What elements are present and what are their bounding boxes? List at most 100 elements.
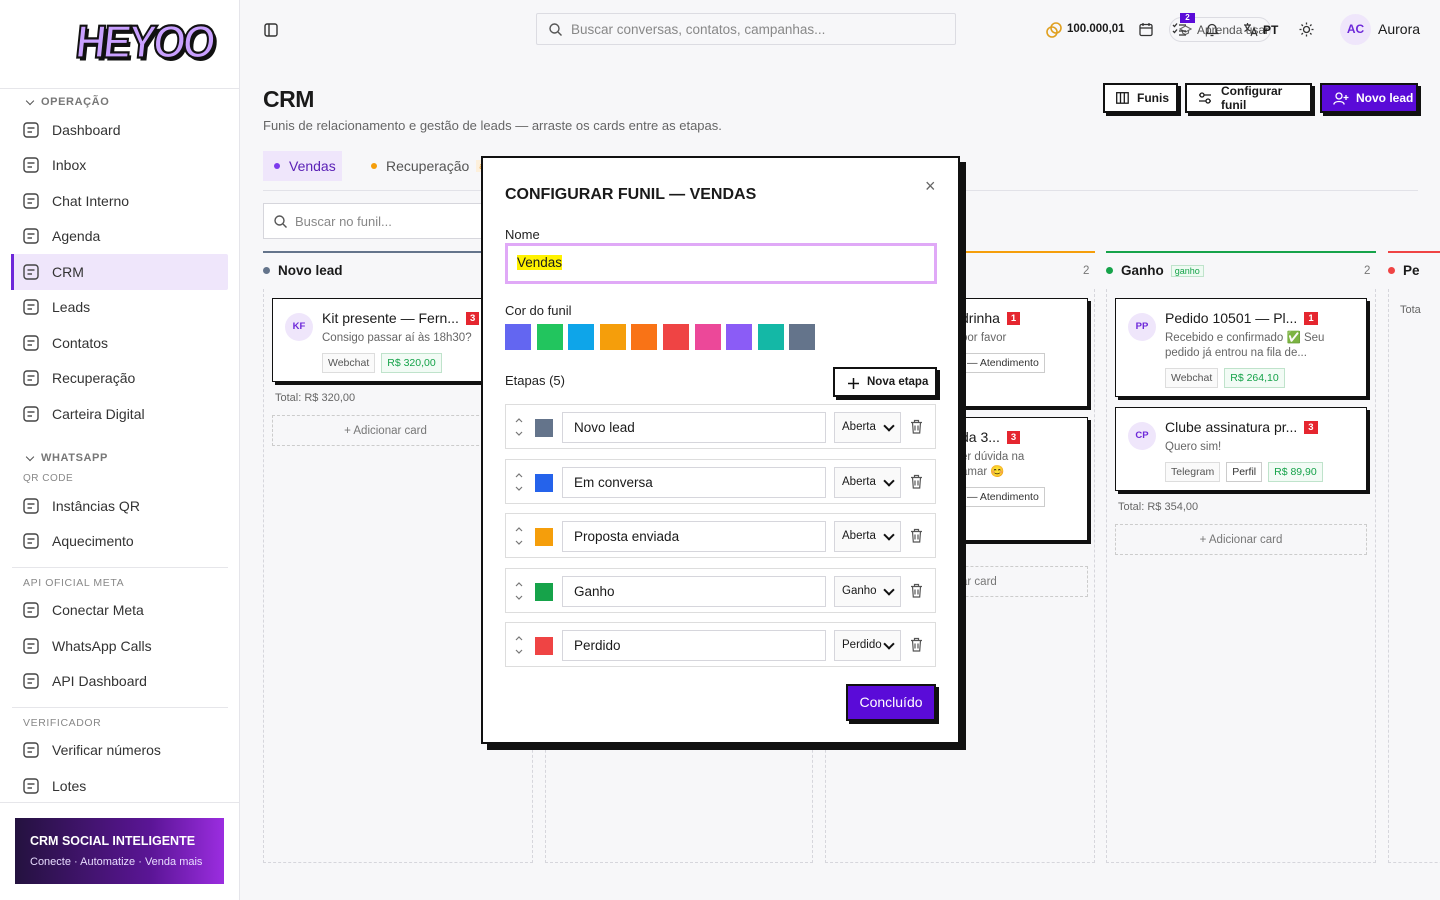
add-stage-button[interactable]: Nova etapa bbox=[833, 367, 937, 397]
reorder-arrows[interactable] bbox=[515, 525, 523, 547]
nav-item[interactable]: Verificar números bbox=[11, 733, 228, 769]
done-button[interactable]: Concluído bbox=[846, 684, 936, 721]
close-button[interactable]: × bbox=[925, 176, 936, 196]
nav-item[interactable]: Aquecimento bbox=[11, 524, 228, 560]
stage-name-input[interactable]: Proposta enviada bbox=[562, 521, 826, 552]
delete-stage[interactable] bbox=[910, 474, 923, 489]
stage-color[interactable] bbox=[535, 637, 553, 655]
nav-item[interactable]: API Dashboard bbox=[11, 664, 228, 700]
name-input[interactable]: Vendas bbox=[505, 243, 937, 284]
delete-stage[interactable] bbox=[910, 583, 923, 598]
lead-card[interactable]: PP Pedido 10501 — Pl... 1 Recebido e confir… bbox=[1115, 298, 1367, 397]
lead-card[interactable]: KF Kit presente — Fern... 3 Consigo passar … bbox=[272, 298, 499, 382]
color-swatch[interactable] bbox=[694, 324, 721, 350]
color-swatch[interactable] bbox=[631, 324, 658, 350]
tasks-icon[interactable] bbox=[1172, 22, 1187, 36]
value-tag: R$ 264,10 bbox=[1224, 368, 1285, 388]
color-swatch[interactable] bbox=[536, 324, 563, 350]
promo-banner[interactable]: CRM SOCIAL INTELIGENTE Conecte · Automat… bbox=[15, 818, 224, 884]
nav-label: CRM bbox=[52, 263, 84, 280]
lead-card[interactable]: CP Clube assinatura pr... 3 Quero sim! Teleg… bbox=[1115, 407, 1367, 491]
nav-item[interactable]: Leads bbox=[11, 290, 228, 326]
lead-title: Kit presente — Fern... bbox=[322, 310, 459, 326]
stage-color[interactable] bbox=[535, 473, 553, 492]
stage-status-select[interactable]: Perdido bbox=[834, 630, 901, 661]
delete-stage[interactable] bbox=[910, 637, 923, 652]
section-title: VERIFICADOR bbox=[23, 716, 102, 729]
nav-item[interactable]: Lotes bbox=[11, 768, 228, 804]
funnels-button[interactable]: Funis bbox=[1103, 83, 1178, 113]
promo-text: Conecte · Automatize · Venda mais bbox=[30, 856, 203, 868]
nav-item[interactable]: CRM bbox=[11, 254, 228, 290]
funnel-search[interactable]: Buscar no funil... bbox=[263, 203, 503, 239]
configure-funnel-button[interactable]: Configurar funil bbox=[1185, 83, 1312, 113]
unread-badge: 3 bbox=[1006, 430, 1021, 444]
section-title[interactable]: OPERAÇÃO bbox=[0, 92, 240, 112]
delete-stage[interactable] bbox=[910, 419, 923, 434]
nav-label: WhatsApp Calls bbox=[52, 637, 152, 654]
delete-stage[interactable] bbox=[910, 528, 923, 543]
nav-item[interactable]: Recuperação bbox=[11, 361, 228, 397]
color-swatch[interactable] bbox=[505, 324, 531, 350]
color-swatch[interactable] bbox=[789, 324, 816, 350]
user-name[interactable]: Aurora bbox=[1378, 21, 1421, 37]
nav-icon bbox=[23, 533, 39, 549]
stage-status-select[interactable]: Ganho bbox=[834, 575, 901, 607]
color-swatch[interactable] bbox=[662, 324, 689, 350]
balance[interactable]: 100.000,01 bbox=[1067, 23, 1125, 35]
stage-name-input[interactable]: Perdido bbox=[562, 630, 826, 661]
stage-name-input[interactable]: Em conversa bbox=[562, 466, 826, 498]
nav-label: Dashboard bbox=[52, 121, 121, 138]
reorder-arrows[interactable] bbox=[515, 416, 523, 438]
nav: OPERAÇÃO Dashboard Inbox Chat Interno Agenda… bbox=[0, 92, 240, 804]
reorder-arrows[interactable] bbox=[515, 580, 523, 602]
column-count: 2 bbox=[1364, 265, 1371, 277]
lead-avatar: PP bbox=[1128, 313, 1156, 341]
theme-icon[interactable] bbox=[1299, 22, 1314, 37]
lead-message: Quero sim! bbox=[1165, 441, 1222, 453]
funnel-tab[interactable]: Vendas bbox=[263, 151, 342, 181]
nav-item[interactable]: Instâncias QR bbox=[11, 488, 228, 524]
nav-item[interactable]: Carteira Digital bbox=[11, 396, 228, 432]
main: Buscar conversas, contatos, campanhas...… bbox=[240, 0, 1440, 900]
nav-icon bbox=[23, 673, 39, 689]
stage-status-select[interactable]: Aberta bbox=[834, 466, 901, 498]
page-title: CRM bbox=[263, 86, 314, 112]
add-card-button[interactable]: + Adicionar card bbox=[272, 415, 499, 446]
language[interactable]: PT bbox=[1263, 23, 1279, 37]
new-lead-button[interactable]: Novo lead bbox=[1320, 83, 1418, 113]
column-header: Ganho ganho bbox=[1106, 263, 1204, 278]
add-card-button[interactable]: + Adicionar card bbox=[1115, 524, 1367, 555]
global-search[interactable]: Buscar conversas, contatos, campanhas... bbox=[536, 13, 956, 45]
nav-item[interactable]: Dashboard bbox=[11, 112, 228, 148]
reorder-arrows[interactable] bbox=[515, 471, 523, 493]
color-swatch[interactable] bbox=[757, 324, 784, 350]
nav-item[interactable]: Contatos bbox=[11, 325, 228, 361]
stage-name-input[interactable]: Ganho bbox=[562, 575, 826, 607]
reorder-arrows[interactable] bbox=[515, 634, 523, 656]
section-title[interactable]: WHATSAPP bbox=[0, 448, 240, 468]
stage-color[interactable] bbox=[535, 419, 553, 437]
coin-icon bbox=[1046, 22, 1062, 38]
button-label: Configurar funil bbox=[1221, 84, 1283, 112]
nav-item[interactable]: WhatsApp Calls bbox=[11, 628, 228, 664]
stage-status-select[interactable]: Aberta bbox=[834, 412, 901, 443]
lead-tags: — Atendimento bbox=[961, 353, 1077, 373]
color-swatch[interactable] bbox=[726, 324, 753, 350]
color-swatch[interactable] bbox=[599, 324, 626, 350]
nav-item[interactable]: Conectar Meta bbox=[11, 593, 228, 629]
nav-section: API OFICIAL META Conectar Meta WhatsApp Ca… bbox=[11, 566, 228, 700]
stage-status-select[interactable]: Aberta bbox=[834, 521, 901, 552]
calendar-icon[interactable] bbox=[1139, 22, 1153, 37]
nav-item[interactable]: Chat Interno bbox=[11, 183, 228, 219]
nav-item[interactable]: Agenda bbox=[11, 219, 228, 255]
color-swatch[interactable] bbox=[568, 324, 595, 350]
avatar[interactable]: AC bbox=[1340, 14, 1371, 45]
nav-item[interactable]: Inbox bbox=[11, 148, 228, 184]
stage-color[interactable] bbox=[535, 582, 553, 601]
stage-name-input[interactable]: Novo lead bbox=[562, 412, 826, 443]
bell-icon[interactable] bbox=[1205, 22, 1219, 37]
stage-color[interactable] bbox=[535, 528, 553, 546]
sidebar-toggle[interactable] bbox=[264, 23, 278, 37]
translate-icon[interactable] bbox=[1243, 22, 1258, 37]
